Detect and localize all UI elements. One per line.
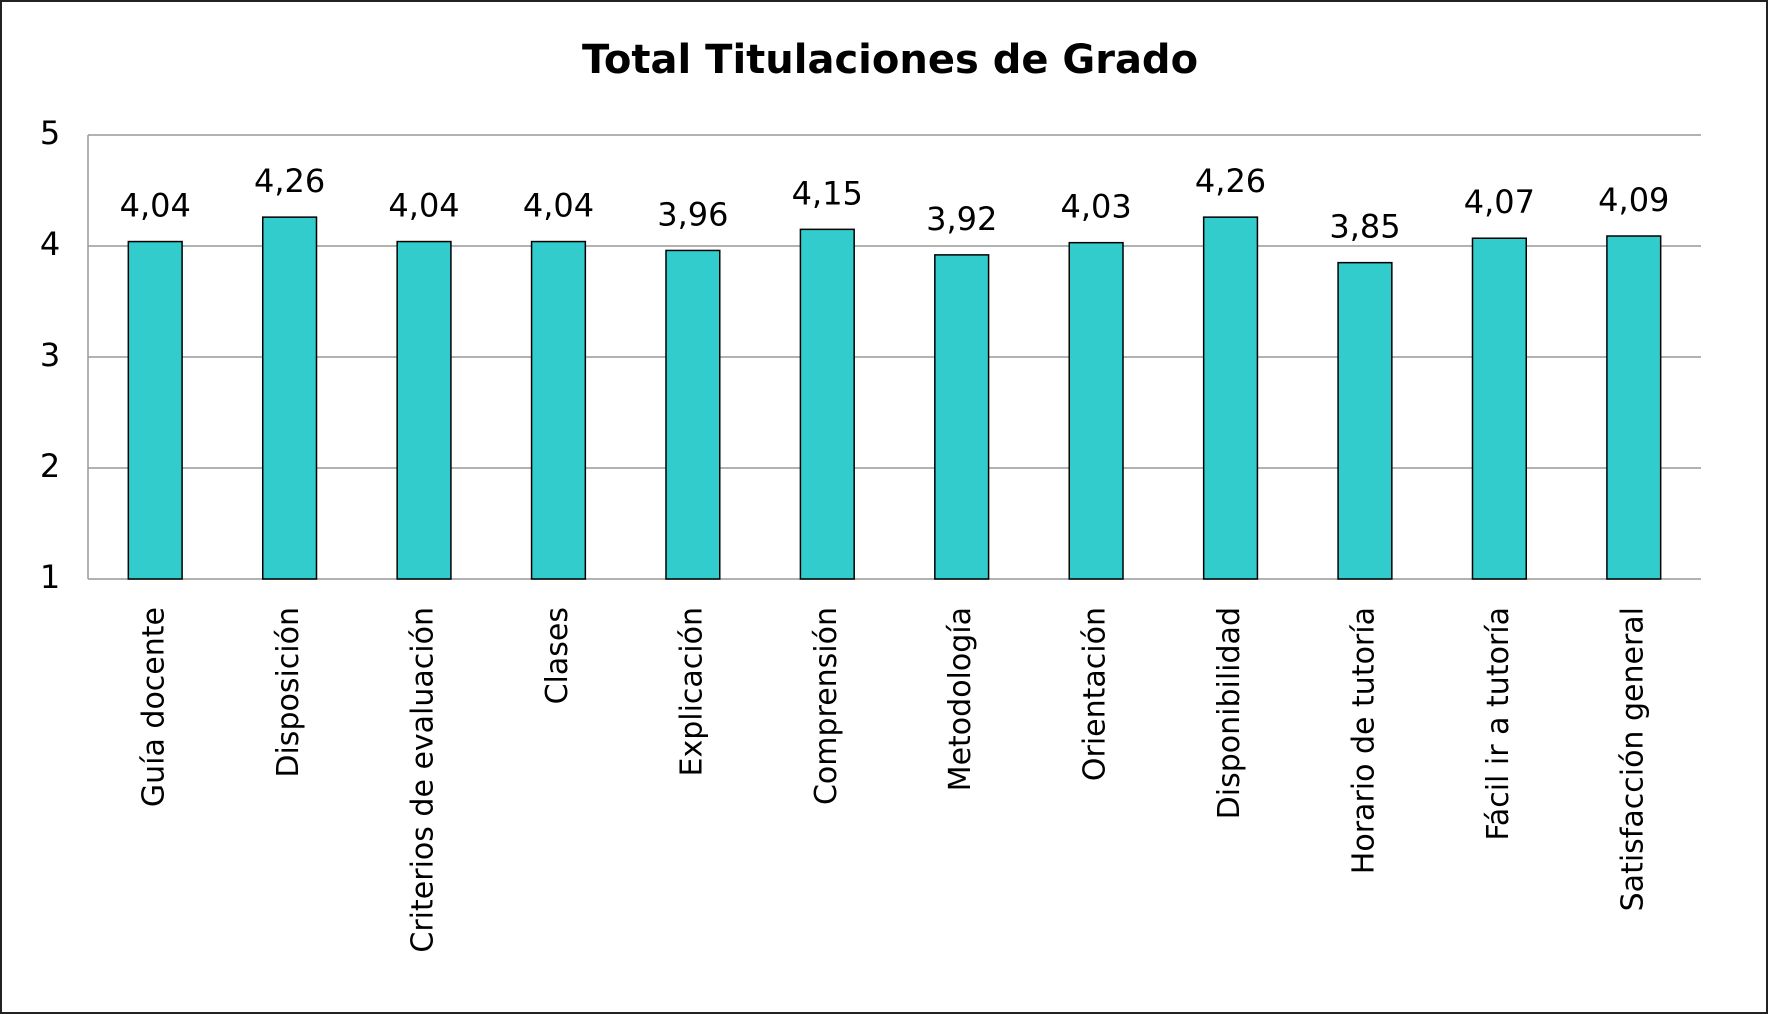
data-label: 4,03 [1061, 188, 1132, 226]
data-label: 3,92 [926, 200, 997, 238]
data-label: 4,07 [1464, 183, 1535, 221]
data-label: 4,26 [254, 162, 325, 200]
y-tick-label: 2 [40, 447, 60, 485]
x-tick-label: Comprensión [809, 607, 844, 805]
x-tick-label: Explicación [674, 607, 709, 777]
x-tick-label: Clases [540, 607, 575, 704]
y-tick-label: 3 [40, 336, 60, 374]
bar [261, 216, 318, 580]
data-label: 4,04 [120, 187, 191, 225]
y-tick-label: 1 [40, 558, 60, 596]
chart-title: Total Titulaciones de Grado [582, 37, 1198, 83]
bar [1471, 237, 1528, 580]
x-tick-label: Metodología [943, 607, 978, 791]
x-tick-label: Fácil ir a tutoría [1481, 607, 1516, 841]
bar [1606, 235, 1662, 580]
x-tick-label: Disponibilidad [1212, 607, 1247, 819]
data-label: 3,96 [657, 195, 728, 233]
bar [934, 254, 990, 580]
x-tick-label: Criterios de evaluación [406, 607, 441, 953]
bar [530, 240, 587, 580]
y-tick-label: 4 [40, 225, 60, 263]
bar [665, 249, 721, 580]
bar [1337, 261, 1393, 580]
data-label: 3,85 [1329, 208, 1400, 246]
data-label: 4,04 [523, 187, 594, 225]
bar [396, 240, 452, 580]
x-tick-label: Disposición [271, 607, 306, 778]
data-label: 4,26 [1195, 162, 1266, 200]
x-tick-label: Satisfacción general [1615, 607, 1650, 911]
bar [799, 228, 855, 580]
x-tick-label: Guía docente [137, 607, 172, 807]
data-label: 4,15 [792, 174, 863, 212]
bar [1202, 216, 1259, 580]
data-label: 4,09 [1598, 181, 1669, 219]
x-tick-label: Horario de tutoría [1346, 607, 1381, 874]
y-tick-label: 5 [40, 114, 60, 152]
x-tick-label: Orientación [1078, 607, 1113, 781]
bar [1068, 241, 1124, 580]
bar [127, 240, 183, 580]
data-label: 4,04 [388, 187, 459, 225]
